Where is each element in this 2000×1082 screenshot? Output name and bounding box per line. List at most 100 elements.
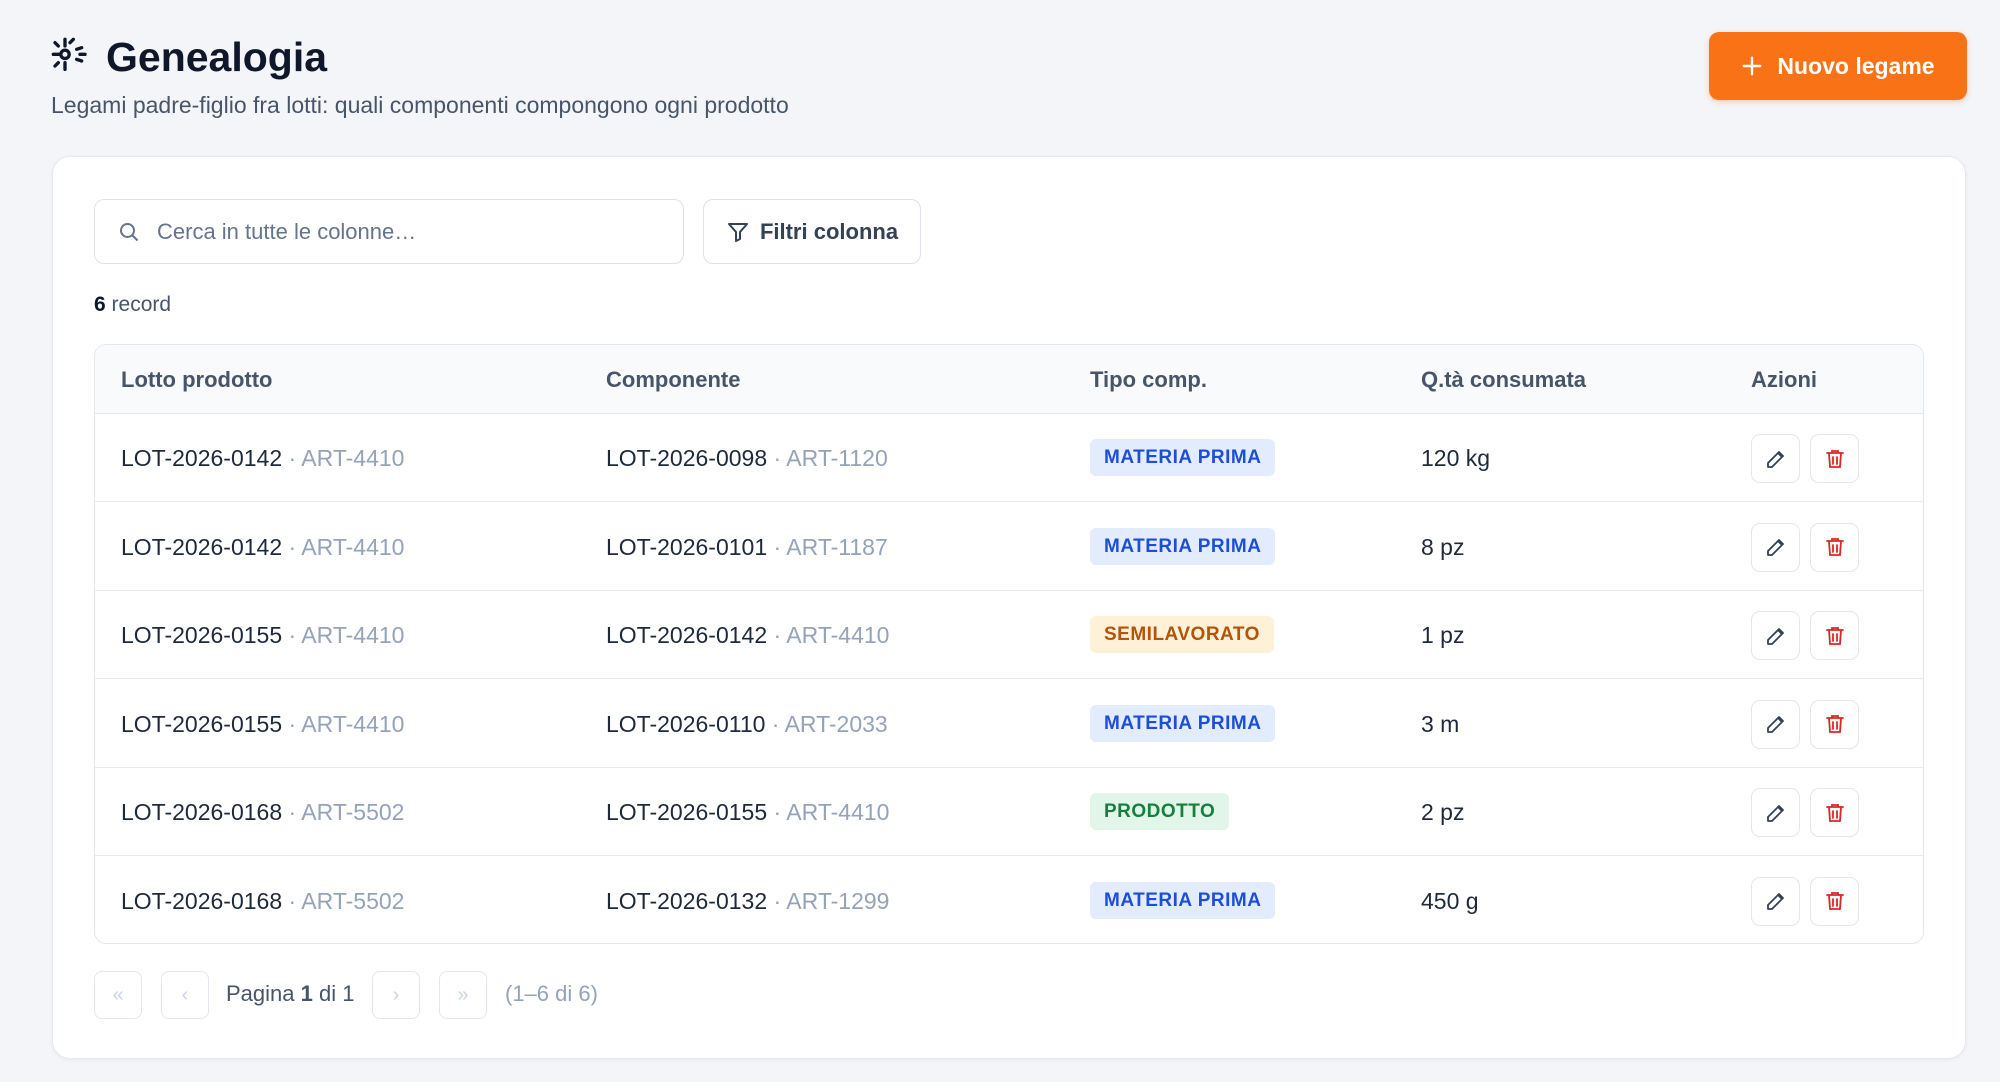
article-code: ART-4410 <box>786 622 890 648</box>
table-row: LOT-2026-0168 · ART-5502 LOT-2026-0155 · … <box>95 768 1923 856</box>
lot-code: LOT-2026-0168 <box>121 887 283 914</box>
separator: · <box>282 533 302 560</box>
first-page[interactable]: « <box>94 971 142 1019</box>
separator: · <box>767 887 787 914</box>
component-code: LOT-2026-0155 <box>606 799 768 825</box>
edit-button[interactable] <box>1751 788 1800 837</box>
last-page[interactable]: » <box>439 971 487 1019</box>
type-badge: PRODOTTO <box>1090 793 1230 830</box>
type-badge: MATERIA PRIMA <box>1090 527 1276 565</box>
edit-icon <box>1766 716 1784 733</box>
table-row: LOT-2026-0142 · ART-4410 LOT-2026-0101 · … <box>95 503 1923 591</box>
delete-button[interactable] <box>1810 522 1859 572</box>
record-count: 6 record <box>94 293 171 317</box>
article-code: ART-1120 <box>786 445 888 471</box>
article-code: ART-4410 <box>301 445 405 471</box>
column-header: Componente <box>606 367 741 392</box>
lot-cell: LOT-2026-0168 · ART-5502 <box>121 768 404 856</box>
separator: · <box>282 887 302 914</box>
edit-icon <box>1766 893 1784 910</box>
column-header: Q.tà consumata <box>1421 367 1587 392</box>
search-input[interactable]: Cerca in tutte le colonne… <box>94 199 684 264</box>
quantity: 8 pz <box>1421 533 1465 560</box>
separator: · <box>765 710 785 737</box>
component-code: LOT-2026-0132 <box>606 887 768 914</box>
article-code: ART-4410 <box>786 799 890 825</box>
article-code: ART-5502 <box>301 799 405 825</box>
page-range: (1–6 di 6) <box>505 981 598 1006</box>
count-label: record <box>111 293 172 316</box>
delete-button[interactable] <box>1810 434 1859 483</box>
lot-code: LOT-2026-0155 <box>121 710 283 737</box>
delete-icon <box>1825 803 1844 822</box>
button-label: Nuovo legame <box>1777 52 1935 79</box>
edit-button[interactable] <box>1751 611 1800 660</box>
type-badge: MATERIA PRIMA <box>1090 704 1276 742</box>
lot-code: LOT-2026-0155 <box>121 622 283 648</box>
edit-button[interactable] <box>1751 699 1800 749</box>
component-cell: LOT-2026-0101 · ART-1187 <box>606 503 888 591</box>
page-label: Pagina <box>226 981 295 1006</box>
quantity: 3 m <box>1421 710 1460 737</box>
page-number: 1 <box>300 981 313 1006</box>
filter-icon <box>727 222 748 242</box>
quantity: 450 g <box>1421 887 1479 914</box>
separator: · <box>282 799 302 825</box>
column-header: Tipo comp. <box>1090 367 1207 392</box>
column-header: Azioni <box>1751 367 1817 392</box>
table-row: LOT-2026-0142 · ART-4410 LOT-2026-0098 · … <box>95 414 1923 502</box>
edit-icon <box>1766 450 1784 468</box>
delete-button[interactable] <box>1810 876 1859 926</box>
separator: · <box>282 622 302 648</box>
column-header: Lotto prodotto <box>121 367 273 392</box>
delete-button[interactable] <box>1810 788 1859 837</box>
delete-button[interactable] <box>1810 699 1859 749</box>
component-cell: LOT-2026-0155 · ART-4410 <box>606 768 889 856</box>
edit-button[interactable] <box>1751 522 1800 572</box>
article-code: ART-4410 <box>301 622 405 648</box>
table-row: LOT-2026-0155 · ART-4410 LOT-2026-0142 · … <box>95 591 1923 679</box>
delete-icon <box>1825 626 1844 645</box>
quantity: 2 pz <box>1421 799 1465 825</box>
edit-icon <box>1766 804 1784 822</box>
quantity: 120 kg <box>1421 445 1491 471</box>
component-cell: LOT-2026-0098 · ART-1120 <box>606 414 888 502</box>
table-row: LOT-2026-0155 · ART-4410 LOT-2026-0110 · … <box>95 680 1923 768</box>
prev-page[interactable]: ‹ <box>161 971 209 1019</box>
edit-button[interactable] <box>1751 434 1800 483</box>
component-cell: LOT-2026-0110 · ART-2033 <box>606 680 888 768</box>
search-placeholder: Cerca in tutte le colonne… <box>157 218 417 244</box>
lot-cell: LOT-2026-0155 · ART-4410 <box>121 680 404 768</box>
card <box>52 156 1966 1059</box>
page-info: Pagina 1 di 1 <box>226 981 355 1007</box>
new-link-button[interactable]: Nuovo legame <box>1709 32 1967 100</box>
lot-cell: LOT-2026-0142 · ART-4410 <box>121 414 404 502</box>
plus-icon <box>1742 56 1762 76</box>
table-row: LOT-2026-0168 · ART-5502 LOT-2026-0132 · … <box>95 857 1923 944</box>
separator: · <box>282 445 302 471</box>
component-code: LOT-2026-0101 <box>606 533 768 560</box>
delete-button[interactable] <box>1810 611 1859 660</box>
table-header: Lotto prodotto Componente Tipo comp. Q.tà c… <box>95 345 1923 414</box>
separator: · <box>282 710 302 737</box>
next-page[interactable]: › <box>372 971 420 1019</box>
delete-icon <box>1825 892 1844 910</box>
article-code: ART-1187 <box>786 533 888 560</box>
filter-button[interactable]: Filtri colonna <box>703 199 921 264</box>
lot-code: LOT-2026-0142 <box>121 445 283 471</box>
page-of: di 1 <box>319 981 355 1006</box>
table: Lotto prodotto Componente Tipo comp. Q.tà c… <box>94 344 1924 944</box>
component-cell: LOT-2026-0132 · ART-1299 <box>606 857 889 944</box>
quantity: 1 pz <box>1421 622 1465 648</box>
separator: · <box>767 445 787 471</box>
edit-button[interactable] <box>1751 876 1800 926</box>
count-value: 6 <box>94 293 106 316</box>
delete-icon <box>1825 538 1844 556</box>
type-badge: SEMILAVORATO <box>1090 616 1274 653</box>
logo-icon <box>51 37 87 72</box>
lot-cell: LOT-2026-0168 · ART-5502 <box>121 857 404 944</box>
type-badge: MATERIA PRIMA <box>1090 439 1276 476</box>
filter-label: Filtri colonna <box>759 218 899 244</box>
